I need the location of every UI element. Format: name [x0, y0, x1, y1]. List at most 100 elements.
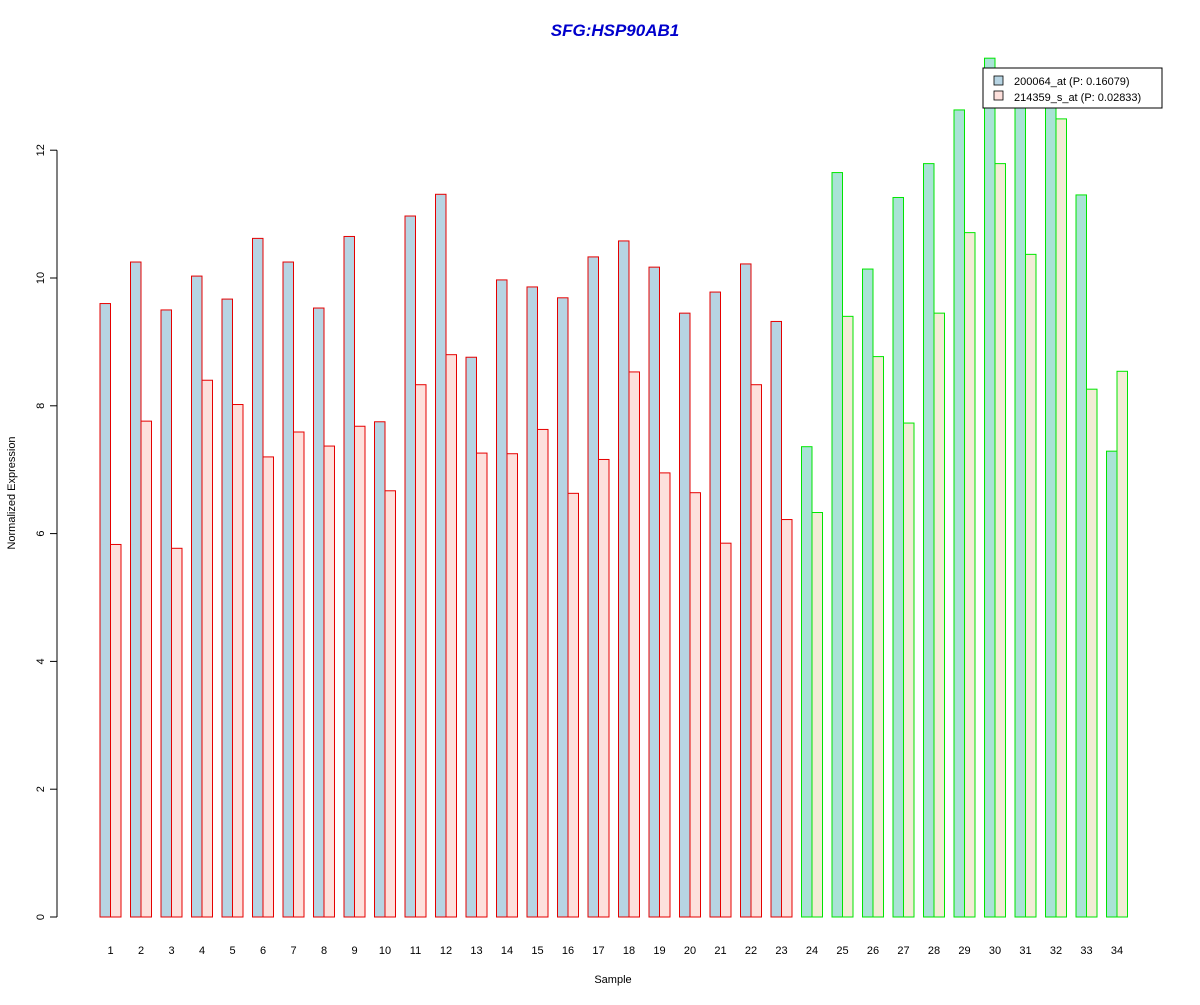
bar-series-2: [903, 422, 915, 918]
x-tick-label: 19: [653, 945, 665, 957]
bar-series-2: [354, 425, 366, 918]
bar-series-2: [1025, 253, 1037, 918]
x-tick-label: 22: [745, 945, 757, 957]
bar-series-2: [750, 384, 762, 918]
bar-series-1: [1014, 76, 1026, 918]
bar-series-1: [1106, 450, 1118, 918]
x-tick-label: 32: [1050, 945, 1062, 957]
bar-series-1: [892, 196, 904, 918]
x-tick-label: 11: [410, 945, 421, 957]
bar-series-1: [221, 298, 233, 918]
x-tick-label: 18: [623, 945, 635, 957]
bar-series-2: [872, 356, 884, 918]
bar-series-1: [770, 320, 782, 918]
bar-series-1: [740, 263, 752, 918]
x-tick-label: 17: [592, 945, 604, 957]
x-tick-label: 28: [928, 945, 940, 957]
y-tick-label: 8: [35, 403, 47, 409]
y-axis-label: Normalized Expression: [6, 436, 18, 549]
x-tick-label: 16: [562, 945, 574, 957]
bar-series-2: [689, 492, 701, 918]
bar-series-1: [587, 256, 599, 918]
bar-series-2: [659, 472, 671, 918]
bar-series-2: [598, 458, 610, 918]
x-tick-label: 25: [836, 945, 848, 957]
bar-series-2: [232, 404, 244, 918]
x-tick-label: 29: [958, 945, 970, 957]
x-tick-label: 7: [290, 945, 296, 957]
bar-series-2: [720, 542, 732, 918]
bar-series-1: [526, 286, 538, 918]
bar-series-2: [201, 379, 213, 918]
bar-series-2: [811, 512, 823, 918]
x-tick-label: 33: [1080, 945, 1092, 957]
x-tick-label: 27: [897, 945, 909, 957]
bar-series-1: [679, 312, 691, 918]
y-tick-label: 10: [35, 272, 47, 284]
x-tick-label: 30: [989, 945, 1001, 957]
bar-series-1: [1075, 194, 1087, 918]
bar-series-1: [282, 261, 294, 918]
bar-series-1: [557, 297, 569, 918]
bar-series-2: [567, 492, 579, 918]
bar-series-2: [933, 312, 945, 918]
bar-series-2: [842, 315, 854, 918]
bar-series-2: [628, 371, 640, 918]
legend-swatch-series-2: [993, 90, 1004, 101]
y-tick-label: 6: [35, 531, 47, 537]
x-tick-label: 1: [107, 945, 113, 957]
x-tick-label: 6: [260, 945, 266, 957]
x-tick-label: 21: [714, 945, 726, 957]
x-tick-label: 20: [684, 945, 696, 957]
bar-series-2: [781, 519, 793, 918]
bar-series-1: [313, 307, 325, 918]
y-tick-label: 2: [35, 786, 47, 792]
legend-box: [982, 67, 1163, 109]
bar-series-1: [404, 215, 416, 918]
x-tick-label: 34: [1111, 945, 1123, 957]
bar-series-2: [1086, 388, 1098, 918]
bar-series-1: [618, 240, 630, 918]
x-axis-label: Sample: [594, 974, 631, 986]
x-tick-label: 9: [351, 945, 357, 957]
bar-series-1: [99, 303, 111, 918]
bar-series-2: [476, 452, 488, 918]
bar-series-2: [1116, 370, 1128, 918]
bar-series-2: [323, 445, 335, 918]
x-tick-label: 10: [379, 945, 391, 957]
y-axis: 0 2 4 6 8 10 12: [35, 144, 58, 920]
bar-series-1: [984, 57, 996, 918]
bar-series-1: [648, 266, 660, 918]
y-tick-label: 0: [35, 914, 47, 920]
bars-group: [99, 57, 1128, 918]
bar-series-1: [191, 275, 203, 918]
x-tick-label: 2: [138, 945, 144, 957]
bar-series-1: [801, 446, 813, 918]
bar-series-1: [831, 172, 843, 918]
legend-label-series-1: 200064_at (P: 0.16079): [1014, 76, 1130, 88]
x-tick-label: 8: [321, 945, 327, 957]
y-tick-label: 4: [35, 658, 47, 664]
bar-series-1: [374, 421, 386, 918]
x-tick-labels: 1 2 3 4 5 6 7 8 9 10 11 12 13 14 15 16 17 18 19 20 21 22 23 24 2…: [107, 945, 1123, 957]
bar-series-2: [110, 543, 122, 918]
bar-series-1: [862, 268, 874, 918]
x-tick-label: 24: [806, 945, 818, 957]
bar-series-1: [130, 261, 142, 918]
chart-title: SFG:HSP90AB1: [551, 21, 679, 40]
bar-series-1: [923, 163, 935, 918]
bar-series-2: [537, 428, 549, 918]
bar-series-2: [445, 354, 457, 918]
x-tick-label: 12: [440, 945, 452, 957]
x-tick-label: 23: [775, 945, 787, 957]
bar-series-1: [953, 109, 965, 918]
bar-series-1: [465, 356, 477, 918]
bar-series-2: [415, 384, 427, 918]
legend-swatch-series-1: [993, 75, 1004, 86]
legend-label-series-2: 214359_s_at (P: 0.02833): [1014, 92, 1141, 104]
bar-series-2: [140, 420, 152, 918]
x-tick-label: 31: [1019, 945, 1031, 957]
x-tick-label: 3: [168, 945, 174, 957]
